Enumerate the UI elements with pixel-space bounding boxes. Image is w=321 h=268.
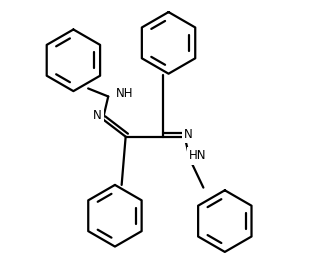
Text: HN: HN <box>189 150 206 162</box>
Text: N: N <box>184 128 193 140</box>
Text: N: N <box>93 109 101 122</box>
Text: NH: NH <box>116 87 134 100</box>
